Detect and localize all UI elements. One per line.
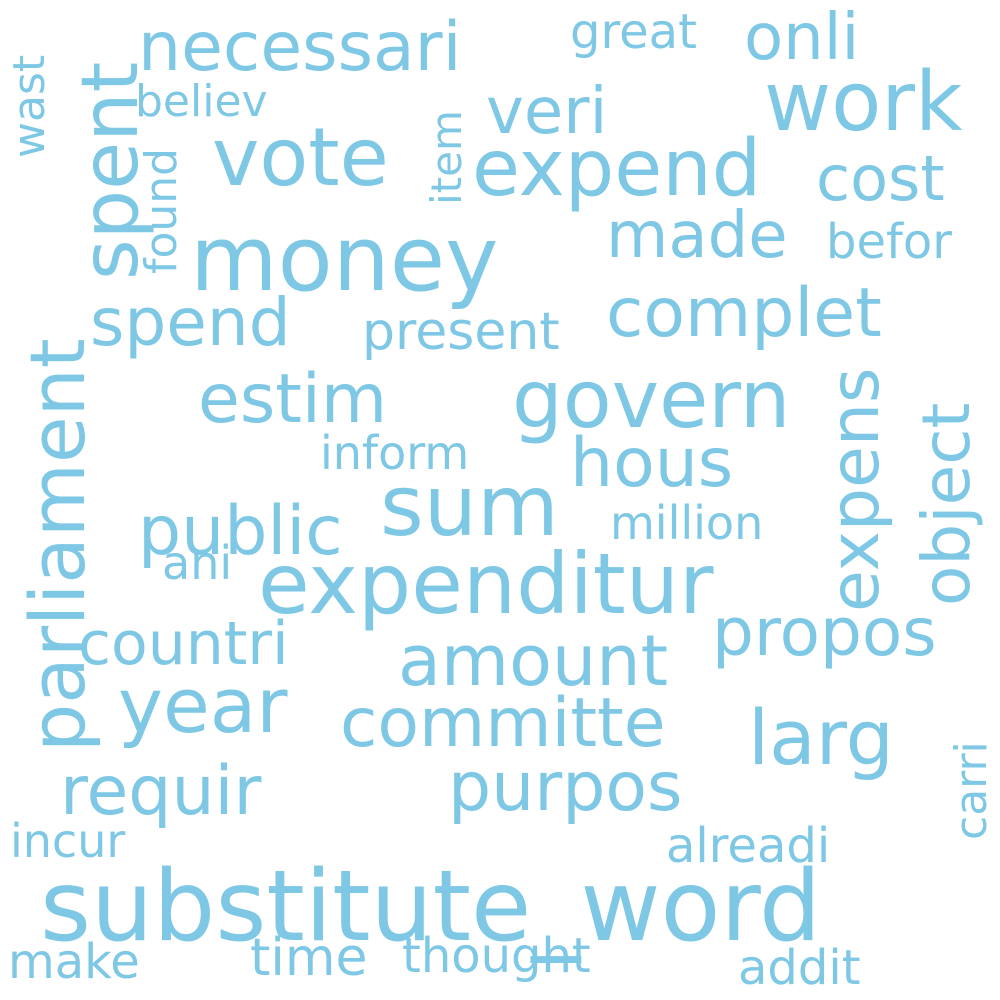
word-public: public (138, 492, 343, 571)
word-make: make (8, 934, 140, 990)
word-expens: expens (816, 367, 895, 612)
word-ani: ani (162, 536, 233, 590)
word-believ: believ (135, 76, 268, 127)
word-spend: spend (90, 284, 291, 361)
word-countri: countri (78, 609, 289, 679)
word-thought: thought (402, 928, 591, 984)
word-parliament: parliament (13, 338, 102, 752)
word-made: made (606, 199, 788, 273)
word-found: found (136, 147, 187, 274)
word-alreadi: alreadi (666, 818, 831, 874)
word-onli: onli (744, 1, 860, 75)
word-govern: govern (512, 353, 791, 446)
word-veri: veri (486, 75, 608, 149)
word-expenditur: expenditur (258, 535, 714, 633)
word-substitute-word: substitute_word (40, 850, 822, 964)
word-befor: befor (826, 214, 952, 270)
word-incur: incur (10, 814, 126, 868)
word-million: million (610, 496, 764, 550)
word-work: work (764, 55, 963, 150)
word-hous: hous (570, 424, 734, 503)
word-complet: complet (606, 274, 882, 353)
word-propos: propos (712, 594, 937, 671)
word-expend: expend (472, 124, 762, 214)
word-amount: amount (398, 620, 669, 702)
word-committe: committe (340, 684, 666, 763)
word-carri: carri (946, 741, 997, 840)
word-present: present (362, 302, 560, 362)
word-cost: cost (816, 142, 945, 215)
word-inform: inform (320, 426, 470, 480)
word-great: great (570, 4, 697, 60)
word-item: item (422, 110, 471, 205)
word-estim: estim (198, 360, 388, 439)
word-time: time (250, 928, 368, 988)
word-vote: vote (212, 111, 389, 204)
word-purpos: purpos (448, 748, 683, 827)
word-larg: larg (748, 693, 894, 782)
word-requir: requir (60, 752, 262, 831)
word-sum: sum (380, 457, 559, 555)
word-object: object (908, 402, 985, 606)
word-wast: wast (4, 54, 55, 158)
word-necessari: necessari (138, 8, 462, 87)
word-addit: addit (738, 940, 861, 996)
word-year: year (118, 661, 288, 750)
word-money: money (190, 207, 499, 312)
